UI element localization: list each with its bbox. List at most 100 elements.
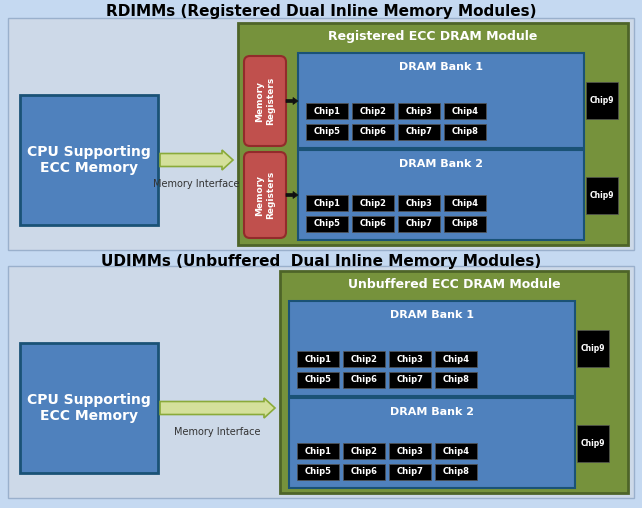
Bar bbox=[352, 216, 394, 232]
Text: Chip3: Chip3 bbox=[406, 107, 433, 115]
Bar bbox=[297, 464, 339, 480]
Bar bbox=[289, 398, 575, 488]
Text: Chip6: Chip6 bbox=[360, 128, 386, 137]
Text: Chip8: Chip8 bbox=[451, 219, 478, 229]
Bar bbox=[8, 18, 634, 250]
Text: Chip2: Chip2 bbox=[351, 447, 377, 456]
Text: DRAM Bank 1: DRAM Bank 1 bbox=[399, 62, 483, 72]
Text: Chip4: Chip4 bbox=[442, 355, 469, 364]
Bar bbox=[297, 351, 339, 367]
Text: Chip5: Chip5 bbox=[313, 219, 340, 229]
Text: Memory
Registers: Memory Registers bbox=[256, 77, 275, 125]
Text: Chip1: Chip1 bbox=[313, 199, 340, 207]
Text: Chip1: Chip1 bbox=[304, 355, 331, 364]
Text: Memory Interface: Memory Interface bbox=[153, 179, 239, 189]
Bar bbox=[389, 372, 431, 388]
Bar bbox=[298, 53, 584, 148]
Text: Chip3: Chip3 bbox=[397, 447, 424, 456]
Text: Chip1: Chip1 bbox=[313, 107, 340, 115]
Text: Chip9: Chip9 bbox=[581, 438, 605, 448]
Bar bbox=[389, 464, 431, 480]
Text: Chip2: Chip2 bbox=[351, 355, 377, 364]
Bar bbox=[352, 124, 394, 140]
Bar bbox=[444, 103, 486, 119]
Bar bbox=[444, 195, 486, 211]
Text: Chip6: Chip6 bbox=[360, 219, 386, 229]
Bar bbox=[298, 150, 584, 240]
FancyArrow shape bbox=[286, 192, 298, 199]
Bar bbox=[444, 124, 486, 140]
Text: CPU Supporting
ECC Memory: CPU Supporting ECC Memory bbox=[27, 393, 151, 423]
Text: Chip1: Chip1 bbox=[304, 447, 331, 456]
Bar bbox=[238, 23, 628, 245]
Text: RDIMMs (Registered Dual Inline Memory Modules): RDIMMs (Registered Dual Inline Memory Mo… bbox=[106, 4, 536, 19]
Text: Chip4: Chip4 bbox=[451, 107, 478, 115]
Text: Chip5: Chip5 bbox=[313, 128, 340, 137]
Bar bbox=[306, 124, 348, 140]
Bar bbox=[20, 343, 158, 473]
Text: Chip8: Chip8 bbox=[451, 128, 478, 137]
Text: Chip8: Chip8 bbox=[442, 375, 469, 385]
Bar bbox=[398, 195, 440, 211]
Text: Chip9: Chip9 bbox=[581, 344, 605, 353]
Bar bbox=[435, 351, 477, 367]
Text: DRAM Bank 1: DRAM Bank 1 bbox=[390, 310, 474, 320]
Bar bbox=[577, 425, 609, 461]
Text: Memory
Registers: Memory Registers bbox=[256, 171, 275, 219]
Text: Chip6: Chip6 bbox=[351, 375, 377, 385]
Bar bbox=[398, 124, 440, 140]
Bar bbox=[306, 195, 348, 211]
FancyArrow shape bbox=[286, 98, 298, 105]
Bar bbox=[435, 464, 477, 480]
Bar bbox=[297, 372, 339, 388]
Bar bbox=[289, 301, 575, 396]
Bar bbox=[352, 195, 394, 211]
Bar bbox=[389, 351, 431, 367]
Bar bbox=[435, 372, 477, 388]
Bar bbox=[20, 95, 158, 225]
Bar bbox=[435, 443, 477, 459]
Bar bbox=[343, 351, 385, 367]
Text: DRAM Bank 2: DRAM Bank 2 bbox=[390, 407, 474, 417]
Text: CPU Supporting
ECC Memory: CPU Supporting ECC Memory bbox=[27, 145, 151, 175]
FancyArrow shape bbox=[160, 150, 233, 170]
Bar bbox=[577, 330, 609, 367]
Text: Chip7: Chip7 bbox=[397, 375, 424, 385]
Text: Chip4: Chip4 bbox=[451, 199, 478, 207]
Bar bbox=[586, 82, 618, 119]
Bar bbox=[352, 103, 394, 119]
Text: Chip7: Chip7 bbox=[406, 219, 433, 229]
Bar bbox=[343, 372, 385, 388]
Bar bbox=[280, 271, 628, 493]
Text: Chip2: Chip2 bbox=[360, 107, 386, 115]
Text: Chip9: Chip9 bbox=[590, 96, 614, 105]
Bar bbox=[389, 443, 431, 459]
Text: Registered ECC DRAM Module: Registered ECC DRAM Module bbox=[328, 30, 538, 43]
Text: Chip4: Chip4 bbox=[442, 447, 469, 456]
Bar bbox=[398, 216, 440, 232]
Text: Chip9: Chip9 bbox=[590, 190, 614, 200]
Text: Unbuffered ECC DRAM Module: Unbuffered ECC DRAM Module bbox=[348, 278, 560, 291]
Bar bbox=[343, 464, 385, 480]
Bar bbox=[306, 103, 348, 119]
FancyBboxPatch shape bbox=[244, 152, 286, 238]
Text: Chip8: Chip8 bbox=[442, 467, 469, 477]
FancyBboxPatch shape bbox=[244, 56, 286, 146]
Text: DRAM Bank 2: DRAM Bank 2 bbox=[399, 159, 483, 169]
Text: Chip3: Chip3 bbox=[397, 355, 424, 364]
Text: Chip3: Chip3 bbox=[406, 199, 433, 207]
Bar bbox=[8, 266, 634, 498]
Bar bbox=[343, 443, 385, 459]
Text: Chip7: Chip7 bbox=[397, 467, 424, 477]
Bar bbox=[444, 216, 486, 232]
Bar bbox=[398, 103, 440, 119]
Bar bbox=[586, 176, 618, 213]
Text: UDIMMs (Unbuffered  Dual Inline Memory Modules): UDIMMs (Unbuffered Dual Inline Memory Mo… bbox=[101, 254, 541, 269]
Bar bbox=[297, 443, 339, 459]
FancyArrow shape bbox=[160, 398, 275, 418]
Text: Chip6: Chip6 bbox=[351, 467, 377, 477]
Text: Chip7: Chip7 bbox=[406, 128, 433, 137]
Text: Chip2: Chip2 bbox=[360, 199, 386, 207]
Text: Memory Interface: Memory Interface bbox=[174, 427, 261, 437]
Bar bbox=[306, 216, 348, 232]
